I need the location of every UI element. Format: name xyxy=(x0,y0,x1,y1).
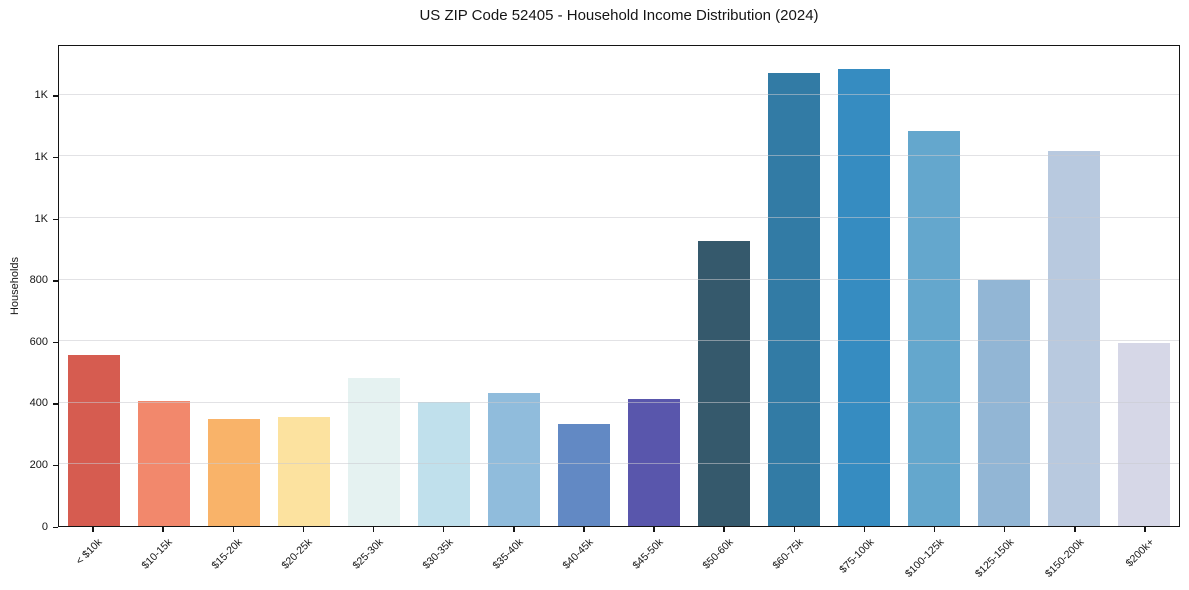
y-tick-label: 1K xyxy=(34,150,48,163)
y-tick-mark xyxy=(53,156,58,159)
bar-slot xyxy=(899,46,969,526)
y-tick-label: 800 xyxy=(29,274,48,287)
bar-$100-125k xyxy=(908,130,960,526)
bar-$45-50k xyxy=(628,398,680,526)
bar-$200k+ xyxy=(1118,342,1170,526)
x-tick-label: $100-125k xyxy=(902,536,947,580)
x-tick-label: $150-200k xyxy=(1043,536,1087,580)
y-tick-label: 200 xyxy=(29,458,48,471)
y-tick-label: 1K xyxy=(34,89,48,102)
bar-slot xyxy=(479,46,549,526)
x-tick-mark xyxy=(372,527,375,532)
bar-$50-60k xyxy=(698,241,750,526)
bar-slot xyxy=(269,46,339,526)
x-tick-mark xyxy=(232,527,235,532)
y-tick-mark xyxy=(53,403,58,405)
x-tick-mark xyxy=(1144,527,1146,532)
x-tick-mark xyxy=(863,527,866,532)
x-tick-mark xyxy=(653,527,655,532)
bar-$30-35k xyxy=(418,401,470,526)
y-tick-label: 400 xyxy=(29,397,48,410)
x-tick-mark xyxy=(1074,527,1076,532)
x-tick-label: $45-50k xyxy=(630,536,666,572)
bar-$20-25k xyxy=(278,416,330,526)
plot-area xyxy=(58,45,1180,527)
x-tick-label: $40-45k xyxy=(560,536,596,572)
x-tick-label: $125-150k xyxy=(972,536,1017,580)
y-tick-label: 1K xyxy=(34,212,48,225)
x-tick-mark xyxy=(162,527,164,532)
bar-$60-75k xyxy=(768,72,820,526)
x-tick-label: $20-25k xyxy=(279,536,316,572)
bar-slot xyxy=(829,46,899,526)
x-tick-mark xyxy=(723,527,725,532)
x-tick-label: $15-20k xyxy=(209,536,246,572)
x-tick-label: $25-30k xyxy=(350,536,386,572)
x-tick-mark xyxy=(302,527,305,532)
x-tick-mark xyxy=(793,527,796,532)
x-axis: < $10k $10-15k $15-20k $20-25k $25-30k $30-35… xyxy=(58,527,1180,590)
bar-slot xyxy=(759,46,829,526)
bar-slot xyxy=(1039,46,1109,526)
bar-< $10k xyxy=(68,354,120,526)
bar-$10-15k xyxy=(138,401,190,526)
x-tick-label: $60-75k xyxy=(770,536,807,572)
y-tick-label: 600 xyxy=(29,335,48,348)
bar-slot xyxy=(129,46,199,526)
chart-title: US ZIP Code 52405 - Household Income Dis… xyxy=(419,7,819,24)
bar-slot xyxy=(409,46,479,526)
bar-slot xyxy=(59,46,129,526)
bar-slot xyxy=(689,46,759,526)
bar-slot xyxy=(339,46,409,526)
x-tick-mark xyxy=(1003,527,1006,532)
y-tick-mark xyxy=(53,526,58,528)
x-tick-label: $30-35k xyxy=(420,536,456,572)
x-tick-label: $35-40k xyxy=(490,536,526,572)
bars-layer xyxy=(59,46,1179,526)
bar-$75-100k xyxy=(838,69,890,526)
y-axis: 0 200 400 600 800 1K 1K 1K xyxy=(0,45,58,533)
bar-$40-45k xyxy=(558,424,610,526)
x-tick-label: $200k+ xyxy=(1123,536,1157,570)
y-tick-mark xyxy=(53,218,58,220)
bar-$125-150k xyxy=(978,280,1030,526)
x-tick-mark xyxy=(583,527,585,532)
bar-$35-40k xyxy=(488,393,540,526)
bar-slot xyxy=(619,46,689,526)
y-tick-mark xyxy=(53,95,58,97)
y-tick-mark xyxy=(53,464,58,467)
x-tick-mark xyxy=(513,527,515,532)
x-tick-mark xyxy=(933,527,936,532)
y-tick-mark xyxy=(53,341,58,344)
bar-slot xyxy=(199,46,269,526)
x-tick-label: $10-15k xyxy=(139,536,175,572)
x-tick-label: < $10k xyxy=(73,536,105,568)
x-tick-mark xyxy=(92,527,94,532)
bar-$150-200k xyxy=(1048,150,1100,526)
x-tick-label: $50-60k xyxy=(700,536,736,572)
y-tick-label: 0 xyxy=(41,520,48,533)
y-tick-mark xyxy=(53,280,58,282)
bar-$15-20k xyxy=(208,419,260,526)
x-tick-label: $75-100k xyxy=(836,536,877,576)
bar-slot xyxy=(549,46,619,526)
bar-slot xyxy=(1109,46,1179,526)
bar-slot xyxy=(969,46,1039,526)
bar-$25-30k xyxy=(348,377,400,526)
x-tick-mark xyxy=(442,527,445,532)
